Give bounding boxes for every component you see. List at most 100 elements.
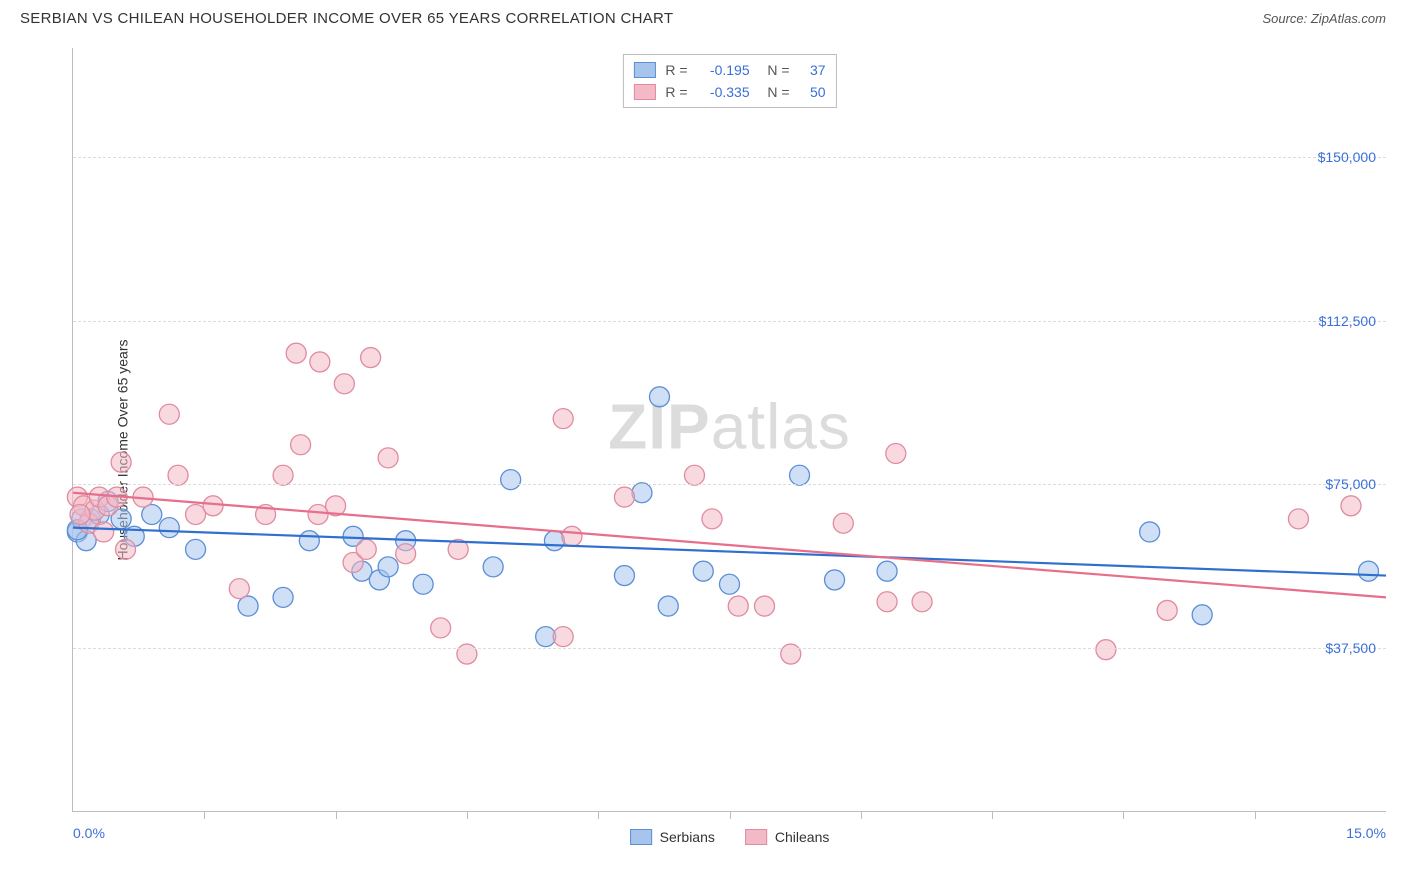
data-point (501, 470, 521, 490)
data-point (614, 487, 634, 507)
legend-row: R = -0.335 N = 50 (633, 81, 825, 103)
data-point (483, 557, 503, 577)
legend-r-label: R = (665, 62, 687, 78)
legend-item: Chileans (745, 829, 829, 845)
data-point (614, 566, 634, 586)
data-point (1157, 600, 1177, 620)
data-point (116, 539, 136, 559)
data-point (684, 465, 704, 485)
y-tick-label: $75,000 (1325, 476, 1376, 492)
data-point (378, 557, 398, 577)
x-tick (204, 811, 205, 819)
y-tick-label: $150,000 (1318, 149, 1376, 165)
data-point (94, 522, 114, 542)
legend-n-label: N = (760, 62, 790, 78)
data-point (833, 513, 853, 533)
legend-label: Chileans (775, 829, 829, 845)
data-point (886, 443, 906, 463)
data-point (544, 531, 564, 551)
data-point (159, 518, 179, 538)
data-point (825, 570, 845, 590)
gridline (73, 157, 1386, 158)
series-legend: Serbians Chileans (630, 829, 830, 845)
data-point (378, 448, 398, 468)
legend-item: Serbians (630, 829, 715, 845)
data-point (912, 592, 932, 612)
legend-n-value: 50 (800, 84, 826, 100)
data-point (693, 561, 713, 581)
data-point (553, 409, 573, 429)
data-point (299, 531, 319, 551)
legend-n-label: N = (760, 84, 790, 100)
legend-r-value: -0.195 (698, 62, 750, 78)
data-point (755, 596, 775, 616)
data-point (203, 496, 223, 516)
y-tick-label: $37,500 (1325, 640, 1376, 656)
x-tick (336, 811, 337, 819)
correlation-chart: Householder Income Over 65 years ZIPatla… (20, 48, 1386, 852)
data-point (159, 404, 179, 424)
data-point (310, 352, 330, 372)
data-point (702, 509, 722, 529)
legend-row: R = -0.195 N = 37 (633, 59, 825, 81)
data-point (649, 387, 669, 407)
legend-r-value: -0.335 (698, 84, 750, 100)
data-point (186, 539, 206, 559)
data-point (877, 592, 897, 612)
data-point (728, 596, 748, 616)
data-point (168, 465, 188, 485)
gridline (73, 321, 1386, 322)
x-tick (1255, 811, 1256, 819)
x-tick (861, 811, 862, 819)
gridline (73, 648, 1386, 649)
trend-line (73, 528, 1386, 576)
x-tick (598, 811, 599, 819)
legend-label: Serbians (660, 829, 715, 845)
legend-swatch (633, 84, 655, 100)
legend-r-label: R = (665, 84, 687, 100)
data-point (1192, 605, 1212, 625)
legend-n-value: 37 (800, 62, 826, 78)
data-point (413, 574, 433, 594)
data-point (877, 561, 897, 581)
x-tick (467, 811, 468, 819)
gridline (73, 484, 1386, 485)
data-point (286, 343, 306, 363)
correlation-legend: R = -0.195 N = 37 R = -0.335 N = 50 (622, 54, 836, 108)
x-tick-label: 15.0% (1346, 825, 1386, 841)
page-title: SERBIAN VS CHILEAN HOUSEHOLDER INCOME OV… (20, 10, 673, 27)
data-point (1341, 496, 1361, 516)
data-point (273, 587, 293, 607)
plot-area: ZIPatlas R =-0.195 N =37R =-0.335 N =50 … (72, 48, 1386, 812)
data-point (291, 435, 311, 455)
scatter-svg (73, 48, 1386, 811)
x-tick-label: 0.0% (73, 825, 105, 841)
data-point (562, 526, 582, 546)
data-point (658, 596, 678, 616)
data-point (1096, 640, 1116, 660)
data-point (334, 374, 354, 394)
data-point (396, 544, 416, 564)
y-tick-label: $112,500 (1319, 313, 1376, 329)
data-point (361, 348, 381, 368)
source-credit: Source: ZipAtlas.com (1262, 11, 1386, 26)
legend-swatch (630, 829, 652, 845)
data-point (273, 465, 293, 485)
data-point (720, 574, 740, 594)
data-point (1140, 522, 1160, 542)
x-tick (992, 811, 993, 819)
data-point (111, 452, 131, 472)
data-point (1358, 561, 1378, 581)
legend-swatch (633, 62, 655, 78)
data-point (229, 579, 249, 599)
data-point (632, 483, 652, 503)
data-point (553, 627, 573, 647)
data-point (790, 465, 810, 485)
data-point (431, 618, 451, 638)
data-point (1288, 509, 1308, 529)
x-tick (1123, 811, 1124, 819)
data-point (70, 505, 90, 525)
data-point (356, 539, 376, 559)
legend-swatch (745, 829, 767, 845)
x-tick (730, 811, 731, 819)
